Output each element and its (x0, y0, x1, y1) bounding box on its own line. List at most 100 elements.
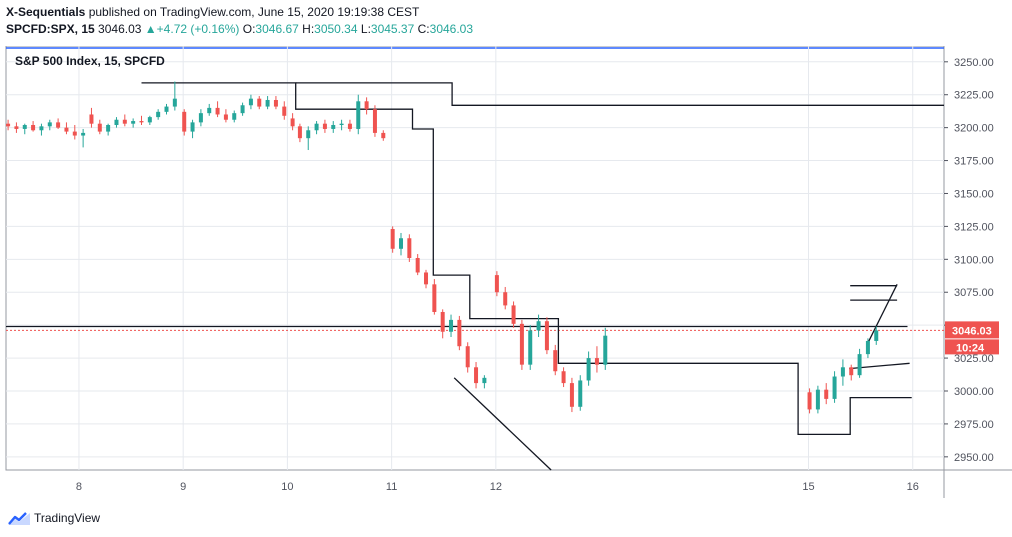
candle-body (122, 119, 127, 124)
candle-body (399, 238, 404, 249)
candle-body (849, 367, 854, 376)
candle-body (164, 106, 169, 112)
candle-body (172, 98, 177, 107)
candle-body (114, 119, 119, 126)
candle-body (815, 389, 820, 410)
y-tick-label: 3075.00 (954, 287, 994, 299)
candle-body (6, 123, 11, 127)
grid-lines (6, 46, 944, 470)
candle-body (306, 130, 311, 139)
chart-title: S&P 500 Index, 15, SPCFD (15, 54, 165, 68)
y-tick-label: 2975.00 (954, 419, 994, 431)
candle-body (561, 371, 566, 384)
publish-info: published on TradingView.com, June 15, 2… (88, 5, 420, 19)
y-tick-label: 3125.00 (954, 221, 994, 233)
candle-body (47, 122, 52, 127)
price-change: +4.72 (+0.16%) (156, 22, 240, 36)
candle-body (603, 335, 608, 365)
candle-body (290, 118, 295, 127)
candle-body (381, 132, 386, 139)
x-tick-label: 12 (490, 481, 502, 493)
candle-body (494, 275, 499, 293)
candle-body (528, 330, 533, 365)
candle-body (586, 358, 591, 381)
publish-line: X-Sequentials published on TradingView.c… (6, 5, 419, 19)
low-label: L: (360, 22, 371, 36)
sequential-step-line (295, 82, 944, 106)
tradingview-logo-icon (8, 512, 30, 525)
candles (6, 81, 879, 414)
symbol-label: SPCFD:SPX, 15 (6, 22, 95, 36)
x-tick-label: 8 (76, 481, 82, 493)
candle-body (147, 117, 152, 123)
candle-body (415, 258, 420, 273)
tradingview-footer[interactable]: TradingView (8, 510, 100, 526)
author-name[interactable]: X-Sequentials (6, 5, 86, 19)
candle-body (424, 272, 429, 285)
candle-body (198, 113, 203, 123)
x-tick-label: 9 (180, 481, 186, 493)
y-tick-label: 3150.00 (954, 188, 994, 200)
price-axis[interactable]: 2950.002975.003000.003025.003050.003075.… (944, 57, 999, 464)
plot-frame (5, 46, 945, 471)
brand-name: TradingView (34, 511, 101, 525)
candle-body (156, 111, 161, 118)
ohlc-line: SPCFD:SPX, 15 3046.03 ▲+4.72 (+0.16%) O:… (6, 22, 473, 36)
drawing-lines[interactable] (6, 82, 944, 471)
candle-body (331, 125, 336, 129)
candle-body (14, 126, 19, 129)
candle-body (106, 125, 111, 132)
y-tick-label: 2950.00 (954, 452, 994, 464)
candle-body (519, 323, 524, 365)
last-price-label: 3046.03 (952, 325, 992, 337)
y-tick-label: 3000.00 (954, 386, 994, 398)
open-value: 3046.67 (255, 22, 299, 36)
candle-body (511, 305, 516, 324)
candle-body (282, 106, 287, 116)
x-tick-label: 10 (281, 481, 293, 493)
candle-body (503, 292, 508, 306)
x-tick-label: 15 (802, 481, 814, 493)
candle-body (536, 321, 541, 331)
candle-body (297, 126, 302, 139)
candle-body (832, 376, 837, 399)
candle-body (31, 125, 36, 131)
candle-body (824, 389, 829, 399)
candle-body (482, 377, 487, 384)
trend-line (453, 377, 552, 471)
candle-body (56, 122, 61, 128)
candle-body (248, 98, 253, 106)
candle-body (356, 101, 361, 129)
candle-body (474, 367, 479, 384)
sequential-step-line (141, 82, 912, 436)
candle-body (339, 123, 344, 126)
candle-body (131, 121, 136, 124)
candle-body (240, 105, 245, 114)
x-tick-label: 11 (386, 481, 397, 493)
candle-body (553, 350, 558, 372)
candle-body (322, 123, 327, 129)
candle-body (39, 126, 44, 131)
candle-body (314, 123, 319, 131)
candle-body (569, 383, 574, 407)
close-value: 3046.03 (429, 22, 474, 36)
candle-body (223, 114, 228, 120)
candle-body (372, 109, 377, 133)
candle-body (807, 392, 812, 410)
x-tick-label: 16 (907, 481, 919, 493)
time-axis[interactable]: 8 9 10 11 12 15 16 (76, 481, 919, 493)
price-chart[interactable]: 2950.002975.003000.003025.003050.003075.… (0, 46, 1012, 502)
y-tick-label: 3175.00 (954, 156, 994, 168)
last-price: 3046.03 (98, 22, 142, 36)
candle-body (22, 125, 27, 129)
candle-body (840, 367, 845, 377)
open-label: O: (242, 22, 256, 36)
y-tick-label: 3100.00 (954, 254, 994, 266)
candle-body (874, 330, 879, 341)
candle-body (407, 238, 412, 258)
high-value: 3050.34 (314, 22, 358, 36)
candle-body (865, 340, 870, 355)
y-tick-label: 3250.00 (954, 57, 994, 69)
up-arrow-icon: ▲ (144, 22, 157, 36)
candle-body (64, 127, 69, 132)
